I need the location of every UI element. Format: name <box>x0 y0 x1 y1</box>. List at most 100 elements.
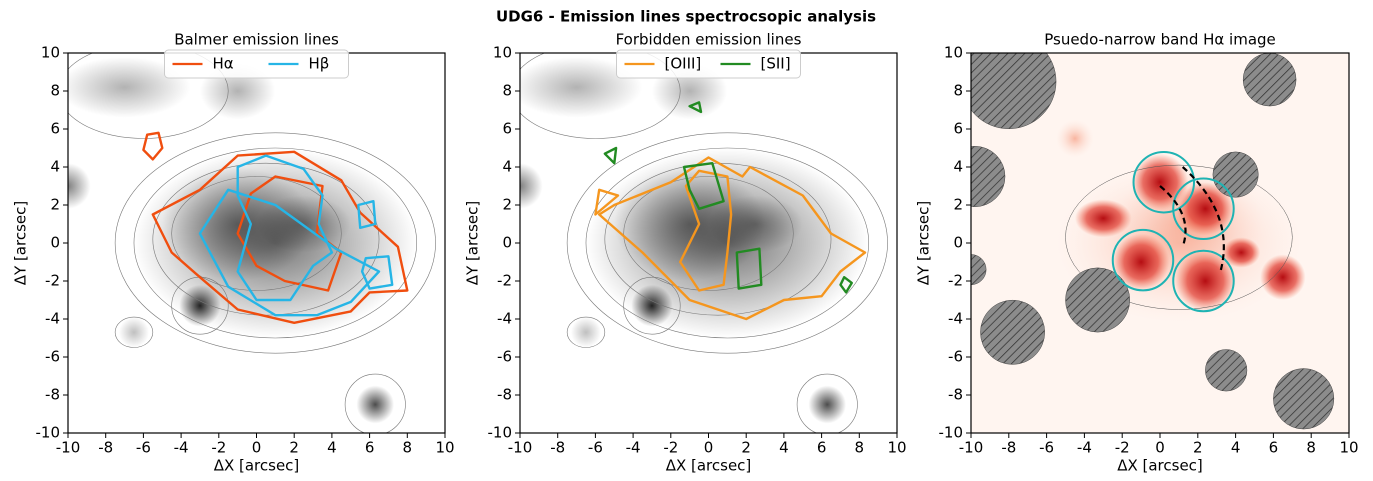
y-tick-label: -4 <box>497 310 512 328</box>
masked-region <box>1273 368 1335 430</box>
y-tick-label: 0 <box>953 234 963 252</box>
y-axis-label: ΔY [arcsec] <box>464 201 482 285</box>
masked-region <box>980 299 1045 365</box>
legend-box <box>616 49 801 79</box>
x-tick-label: -10 <box>56 439 81 457</box>
emission-contour <box>603 146 618 165</box>
x-tick-label: -8 <box>1001 439 1016 457</box>
y-axis-label: ΔY [arcsec] <box>915 201 933 285</box>
intensity-blob <box>118 317 150 348</box>
intensity-blob <box>520 56 643 118</box>
contour <box>1065 164 1293 310</box>
emission-contour <box>839 276 853 294</box>
x-tick-label: -6 <box>1039 439 1054 457</box>
x-tick-label: -2 <box>211 439 226 457</box>
x-tick-label: 10 <box>887 439 906 457</box>
aperture <box>1172 249 1235 313</box>
contour <box>344 373 406 433</box>
emission-contour <box>682 162 725 210</box>
x-tick-label: -10 <box>959 439 984 457</box>
emission-contour <box>688 101 703 114</box>
y-tick-label: -8 <box>45 386 60 404</box>
panel-title: Psuedo-narrow band Hα image <box>1044 31 1276 49</box>
x-tick-label: 2 <box>1193 439 1203 457</box>
x-tick-label: 0 <box>1155 439 1165 457</box>
x-tick-label: 8 <box>403 439 413 457</box>
emission-contour <box>236 175 343 292</box>
emission-contour <box>598 156 867 321</box>
x-tick-label: 6 <box>817 439 827 457</box>
emission-contour <box>360 255 394 290</box>
x-tick-label: 8 <box>855 439 865 457</box>
contour <box>566 316 606 348</box>
masked-region <box>1242 53 1297 107</box>
plot-area <box>520 53 888 433</box>
x-tick-label: 4 <box>779 439 789 457</box>
x-tick-label: 8 <box>1306 439 1316 457</box>
y-tick-label: 6 <box>50 120 60 138</box>
emission-contour <box>236 154 334 302</box>
y-tick-label: -10 <box>939 424 964 442</box>
y-tick-label: 0 <box>50 234 60 252</box>
y-tick-label: 8 <box>953 82 963 100</box>
x-tick-label: 6 <box>1269 439 1279 457</box>
intensity-blob <box>1074 199 1132 238</box>
y-tick-label: -10 <box>36 424 61 442</box>
x-tick-label: 4 <box>1231 439 1241 457</box>
masked-region <box>971 53 1057 129</box>
y-tick-label: -4 <box>948 310 963 328</box>
intensity-blob <box>1222 237 1261 268</box>
x-tick-label: 4 <box>327 439 337 457</box>
plot-area <box>68 53 436 433</box>
y-tick-label: -6 <box>948 348 963 366</box>
legend-label: [OIII] <box>665 55 702 73</box>
x-tick-label: -6 <box>136 439 151 457</box>
plot-area <box>971 53 1349 433</box>
x-tick-label: 0 <box>704 439 714 457</box>
intensity-blob <box>1112 233 1170 291</box>
x-tick-label: -8 <box>98 439 113 457</box>
x-tick-label: -8 <box>550 439 565 457</box>
panel-title: Balmer emission lines <box>174 31 339 49</box>
y-tick-label: 6 <box>502 120 512 138</box>
aperture <box>1132 150 1196 214</box>
y-tick-label: 0 <box>502 234 512 252</box>
intensity-blob <box>68 163 91 209</box>
x-tick-label: -2 <box>1115 439 1130 457</box>
y-tick-label: 8 <box>502 82 512 100</box>
y-tick-label: 6 <box>953 120 963 138</box>
intensity-blob <box>808 385 847 424</box>
legend-box <box>164 49 349 79</box>
intensity-blob <box>356 385 395 424</box>
y-tick-label: 2 <box>50 196 60 214</box>
x-tick-label: 10 <box>1339 439 1358 457</box>
x-tick-label: 0 <box>252 439 262 457</box>
contour <box>114 132 436 354</box>
contour <box>623 276 681 335</box>
x-tick-label: -6 <box>588 439 603 457</box>
y-tick-label: 2 <box>953 196 963 214</box>
emission-contour <box>594 188 620 216</box>
x-tick-label: 10 <box>435 439 454 457</box>
legend-label: [SII] <box>761 55 791 73</box>
y-tick-label: 4 <box>502 158 512 176</box>
x-axis-label: ΔX [arcsec] <box>1117 457 1203 475</box>
contour <box>623 176 794 291</box>
x-tick-label: 2 <box>289 439 299 457</box>
contour <box>68 53 229 139</box>
y-tick-label: 10 <box>41 44 60 62</box>
y-tick-label: 4 <box>953 158 963 176</box>
masked-region <box>1212 151 1259 198</box>
x-tick-label: -10 <box>508 439 533 457</box>
contour <box>133 147 418 339</box>
arc <box>1159 185 1187 248</box>
intensity-blob <box>162 167 314 281</box>
masked-region <box>1205 349 1248 392</box>
y-tick-label: 4 <box>50 158 60 176</box>
y-tick-label: -8 <box>948 386 963 404</box>
emission-contour <box>679 169 733 292</box>
x-tick-label: 2 <box>741 439 751 457</box>
y-tick-label: -8 <box>497 386 512 404</box>
legend-label: Hα <box>213 55 234 73</box>
emission-contour <box>735 247 763 290</box>
